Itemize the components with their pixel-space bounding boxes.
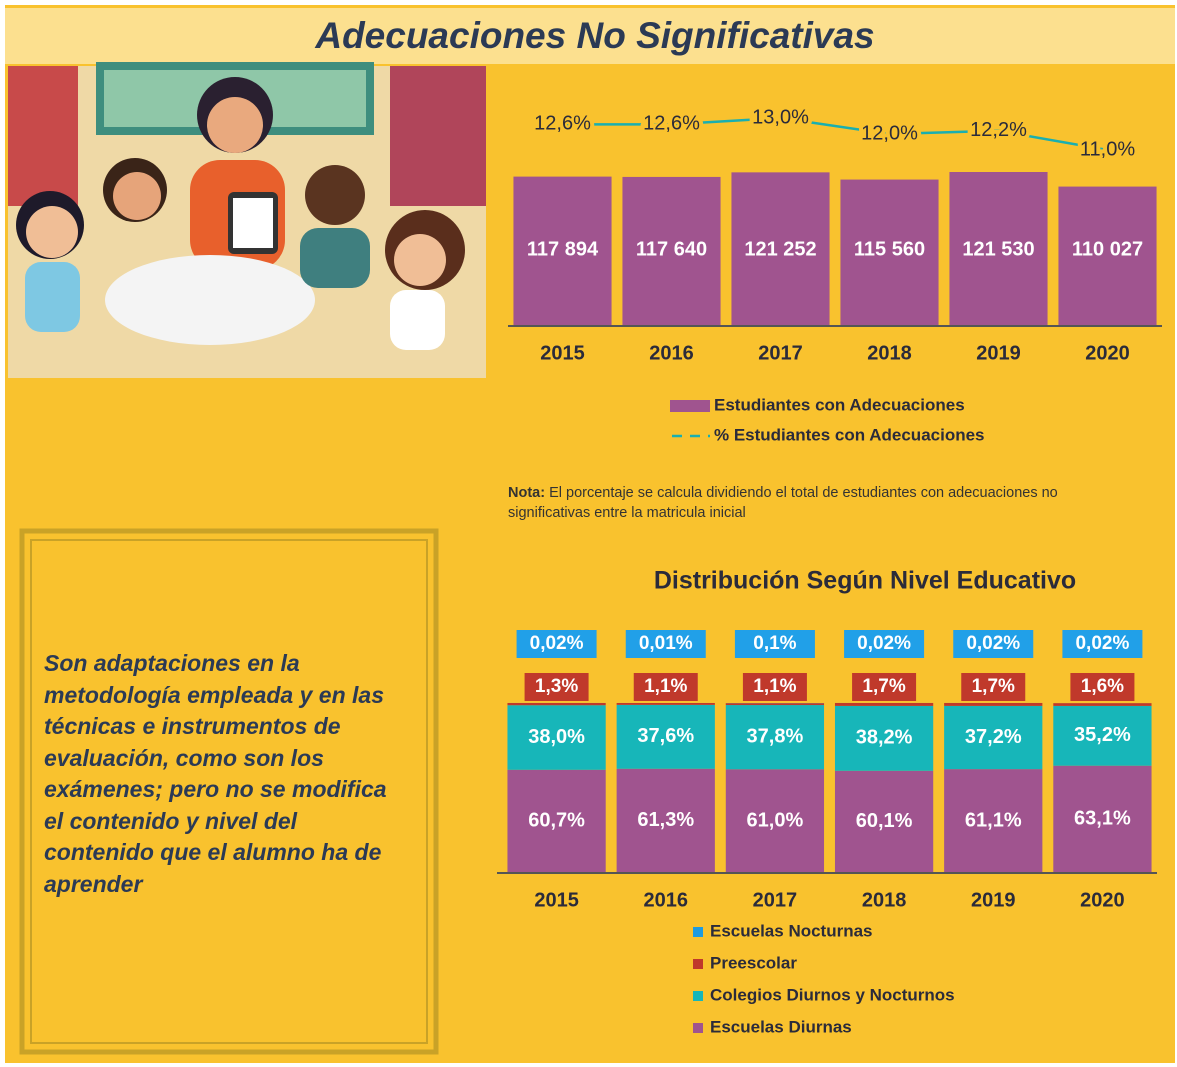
- child-face: [305, 165, 365, 225]
- segment-value-label: 0,02%: [857, 633, 911, 654]
- segment-value-label: 1,7%: [972, 676, 1015, 697]
- bar-segment: [944, 703, 1042, 706]
- page: Adecuaciones No Significativas 117 894 20…: [0, 0, 1177, 1067]
- x-tick-label: 2018: [867, 342, 912, 364]
- chart-title: Distribución Según Nivel Educativo: [654, 567, 1076, 595]
- line-value-label: 12,2%: [970, 119, 1027, 141]
- segment-value-label: 61,1%: [965, 809, 1022, 831]
- x-tick-label: 2016: [644, 889, 689, 911]
- bar-value-label: 117 640: [636, 238, 707, 260]
- segment-value-label: 38,0%: [528, 726, 585, 748]
- x-tick-label: 2019: [976, 342, 1021, 364]
- bar-value-label: 115 560: [854, 238, 925, 260]
- segment-value-label: 1,1%: [644, 676, 687, 697]
- segment-value-label: 37,2%: [965, 726, 1022, 748]
- page-title: Adecuaciones No Significativas: [314, 15, 874, 56]
- bar-value-label: 110 027: [1072, 238, 1143, 260]
- child-face: [26, 206, 78, 258]
- bar-segment: [617, 703, 715, 705]
- segment-value-label: 63,1%: [1074, 808, 1131, 830]
- bar-segment: [726, 703, 824, 705]
- segment-value-label: 1,6%: [1081, 676, 1124, 697]
- segment-value-label: 1,7%: [862, 676, 905, 697]
- note: Nota: El porcentaje se calcula dividiend…: [508, 483, 1128, 523]
- segment-value-label: 0,01%: [639, 633, 693, 654]
- child-body: [390, 290, 445, 350]
- segment-value-label: 0,02%: [1075, 633, 1129, 654]
- bar-value-label: 121 530: [962, 238, 1034, 260]
- legend-label: % Estudiantes con Adecuaciones: [714, 425, 985, 444]
- legend-label: Escuelas Nocturnas: [710, 921, 873, 940]
- line-value-label: 12,0%: [861, 122, 918, 144]
- shelf: [390, 66, 486, 206]
- note-text: El porcentaje se calcula dividiendo el t…: [508, 485, 1058, 521]
- segment-value-label: 61,3%: [637, 809, 694, 831]
- line-value-label: 12,6%: [643, 113, 700, 135]
- legend-swatch: [693, 1023, 703, 1033]
- x-tick-label: 2015: [540, 342, 585, 364]
- table: [105, 255, 315, 345]
- child-face: [113, 172, 161, 220]
- note-label: Nota:: [508, 485, 545, 501]
- segment-value-label: 60,1%: [856, 810, 913, 832]
- segment-value-label: 0,02%: [530, 633, 584, 654]
- bar-value-label: 121 252: [744, 238, 816, 260]
- legend-label: Colegios Diurnos y Nocturnos: [710, 985, 955, 1004]
- bar-segment: [1053, 703, 1151, 706]
- segment-value-label: 35,2%: [1074, 724, 1131, 746]
- bar-segment: [835, 703, 933, 706]
- x-tick-label: 2017: [753, 889, 798, 911]
- x-tick-label: 2015: [534, 889, 579, 911]
- child-face: [394, 234, 446, 286]
- x-tick-label: 2017: [758, 342, 803, 364]
- legend-label: Preescolar: [710, 953, 797, 972]
- infographic: Adecuaciones No Significativas 117 894 20…: [0, 0, 1177, 1067]
- segment-value-label: 38,2%: [856, 727, 913, 749]
- segment-value-label: 0,1%: [753, 633, 796, 654]
- illustration: [8, 66, 486, 378]
- bar-value-label: 117 894: [527, 238, 599, 260]
- child-body: [300, 228, 370, 288]
- segment-value-label: 60,7%: [528, 810, 585, 832]
- x-tick-label: 2020: [1085, 342, 1130, 364]
- segment-value-label: 37,8%: [747, 725, 804, 747]
- description: Son adaptaciones en la metodología emple…: [44, 648, 404, 900]
- segment-value-label: 1,1%: [753, 676, 796, 697]
- segment-value-label: 61,0%: [747, 809, 804, 831]
- legend-swatch: [670, 400, 710, 412]
- teacher-face: [207, 97, 263, 153]
- tablet-screen: [233, 198, 273, 248]
- segment-value-label: 1,3%: [535, 676, 578, 697]
- segment-value-label: 37,6%: [637, 725, 694, 747]
- legend-swatch: [693, 991, 703, 1001]
- line-value-label: 13,0%: [752, 106, 809, 128]
- shelf: [8, 66, 78, 206]
- line-value-label: 12,6%: [534, 113, 591, 135]
- x-tick-label: 2018: [862, 889, 907, 911]
- line-value-label: 11,0%: [1080, 138, 1135, 160]
- legend-swatch: [693, 927, 703, 937]
- x-tick-label: 2016: [649, 342, 694, 364]
- x-tick-label: 2020: [1080, 889, 1125, 911]
- legend-label: Escuelas Diurnas: [710, 1017, 852, 1036]
- x-tick-label: 2019: [971, 889, 1016, 911]
- child-body: [25, 262, 80, 332]
- legend-swatch: [693, 959, 703, 969]
- legend-label: Estudiantes con Adecuaciones: [714, 395, 965, 414]
- segment-value-label: 0,02%: [966, 633, 1020, 654]
- bar-segment: [507, 703, 605, 705]
